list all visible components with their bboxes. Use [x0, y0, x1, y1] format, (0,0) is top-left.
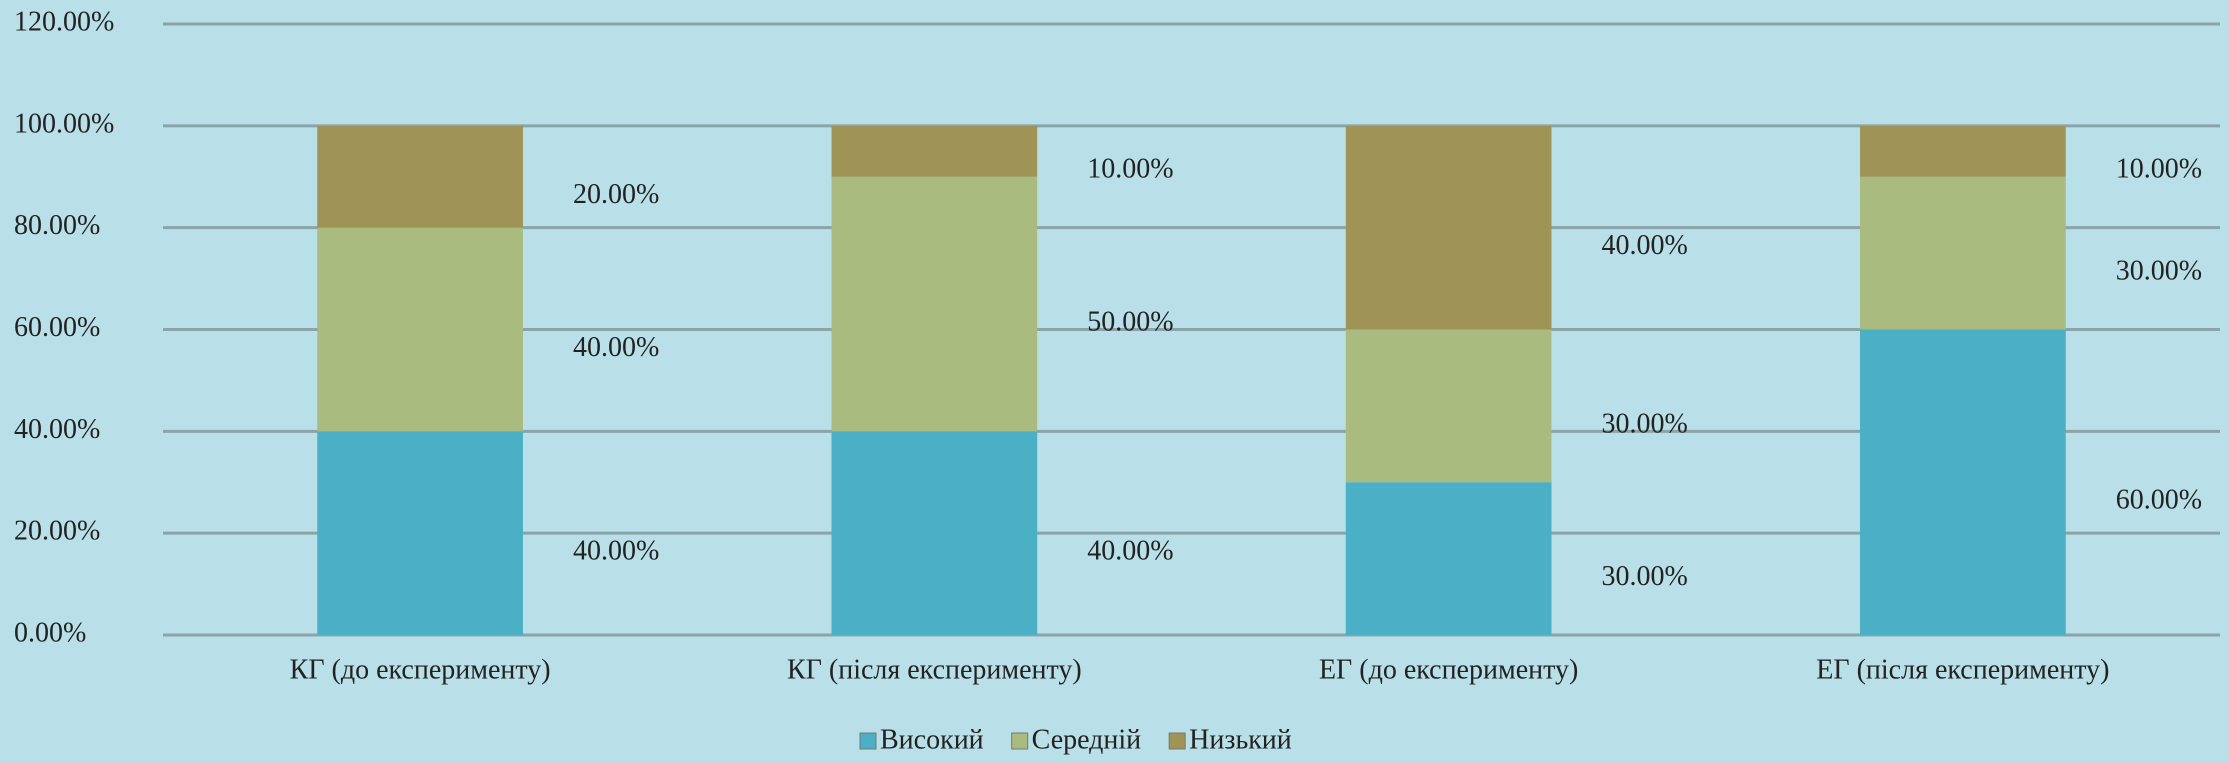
data-label: 30.00%	[1601, 561, 1687, 592]
data-label: 10.00%	[1087, 154, 1173, 185]
data-label: 30.00%	[2116, 256, 2202, 287]
bar-segment	[1345, 482, 1552, 635]
bar-segment	[831, 176, 1038, 432]
bar-segment	[317, 227, 523, 432]
bar-segment	[317, 125, 523, 228]
legend-swatch	[1168, 732, 1186, 750]
y-tick-label: 120.00%	[14, 6, 114, 37]
data-label: 50.00%	[1087, 306, 1173, 337]
bar-segment	[1860, 329, 2066, 635]
legend-swatch	[1011, 732, 1029, 750]
bar-segment	[831, 431, 1038, 635]
data-label: 40.00%	[573, 536, 659, 567]
legend-label: Низький	[1189, 724, 1292, 755]
legend-label: Середній	[1032, 724, 1142, 755]
legend-label: Високий	[880, 724, 984, 755]
bar-segment	[317, 431, 523, 635]
y-tick-label: 20.00%	[14, 516, 100, 547]
y-tick-label: 80.00%	[14, 210, 100, 241]
data-label: 60.00%	[2116, 485, 2202, 516]
y-tick-label: 60.00%	[14, 312, 100, 343]
bar-segment	[831, 125, 1038, 177]
x-tick-label: ЕГ (до експерименту)	[1319, 654, 1578, 685]
x-tick-label: КГ (після експерименту)	[787, 654, 1082, 685]
y-tick-label: 0.00%	[14, 617, 86, 648]
data-label: 40.00%	[573, 332, 659, 363]
y-tick-label: 40.00%	[14, 414, 100, 445]
legend-swatch	[859, 732, 877, 750]
data-label: 40.00%	[1087, 536, 1173, 567]
bar-segment	[1345, 125, 1552, 330]
data-label: 10.00%	[2116, 154, 2202, 185]
bar-segment	[1345, 329, 1552, 483]
data-label: 30.00%	[1601, 408, 1687, 439]
x-tick-label: ЕГ (після експерименту)	[1816, 654, 2109, 685]
bar-segment	[1860, 125, 2066, 177]
y-tick-label: 100.00%	[14, 108, 114, 139]
bar-segment	[1860, 176, 2066, 330]
x-tick-label: КГ (до експерименту)	[290, 654, 551, 685]
data-label: 20.00%	[573, 179, 659, 210]
data-label: 40.00%	[1601, 230, 1687, 261]
